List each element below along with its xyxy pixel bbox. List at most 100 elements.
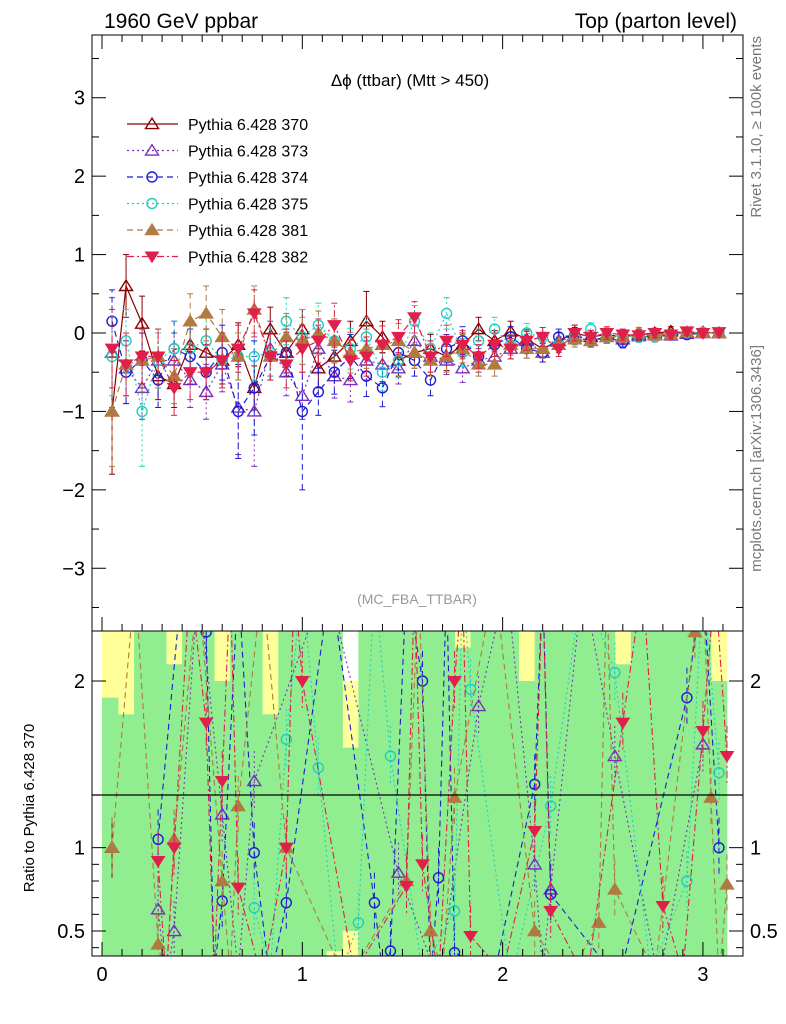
data-point [150,351,166,364]
x-tick-label: 2 [497,964,508,986]
data-point [342,372,359,386]
legend-marker [146,171,158,183]
ratio-point [607,882,623,895]
data-point [326,320,342,332]
ratio-point [166,842,182,855]
data-point [232,405,244,418]
ratio-point [246,773,263,787]
ratio-point [422,923,439,937]
ratio-series-layer [104,631,735,956]
ratio-point [526,857,543,870]
ratio-point [390,865,407,878]
data-point [471,351,486,364]
ratio-point [214,775,230,788]
ratio-ylabel: Ratio to Pythia 6.428 370 [21,724,38,892]
data-point [615,329,631,342]
ratio-point [166,923,182,937]
data-point [390,361,407,374]
legend-marker [144,251,160,264]
data-point [376,366,389,378]
data-point [487,339,503,352]
data-point [359,351,374,364]
ratio-point [150,937,166,950]
data-point [503,343,519,356]
ratio-point [526,923,543,937]
data-point [118,278,134,292]
data-point [328,366,341,378]
legend-entry: Pythia 6.428 373 [127,143,308,161]
ratio-series-line [111,631,728,956]
band-green [662,631,680,956]
data-point [104,404,120,417]
ratio-point [104,840,120,853]
data-point [663,329,679,342]
data-point [310,335,326,348]
ratio-point [448,946,461,956]
ratio-point [463,930,478,943]
data-point [168,342,180,355]
data-point [296,405,309,418]
ratio-point [200,631,212,638]
data-point [182,314,198,327]
data-point [246,404,263,417]
data-point [294,388,311,401]
ratio-point [447,675,462,688]
data-point [470,321,487,335]
ratio-point [280,896,292,909]
ratio-point [399,880,414,893]
data-point [278,359,294,372]
ratio-point [681,691,693,704]
data-point [248,382,260,394]
ratio-point [719,877,735,890]
data-point [519,335,535,348]
ratio-point [432,871,445,884]
ratio-point [464,683,477,696]
ratio-bands [102,631,728,956]
ratio-point [294,675,310,688]
band-green [582,631,600,956]
ratio-point [470,698,487,712]
ratio-point [446,790,463,803]
ratio-point [312,761,325,774]
ratio-point [415,859,430,872]
legend-marker [144,222,160,236]
ratio-point [352,916,365,929]
ratio-point [384,945,397,956]
data-point [551,343,567,356]
ratio-point [655,900,671,913]
ratio-y-tick-label-right: 2 [750,671,761,693]
ratio-point [448,905,461,917]
ratio-point [543,905,559,918]
data-point [454,361,471,374]
main-axis-ticks: −3 −2 −1 0 1 2 3 [62,35,743,631]
y-tick-label: 0 [74,323,85,345]
header-left: 1960 GeV ppbar [104,10,258,33]
legend-entry: Pythia 6.428 382 [127,250,308,267]
ratio-y-tick-label-right: 0.5 [750,921,778,943]
band-green [198,631,215,956]
band-green [550,631,568,956]
data-point [134,380,150,394]
side-label-mcplots: mcplots.cern.ch [arXiv:1306.3436] [748,345,765,572]
x-tick-label: 1 [297,964,308,986]
data-point [440,307,453,320]
data-point [104,343,120,356]
band-green [406,631,423,956]
ratio-point [230,798,246,812]
data-point [198,306,214,319]
band-green [134,631,151,956]
ratio-point [248,846,260,859]
legend-entry: Pythia 6.428 381 [127,222,308,240]
data-point [118,359,134,372]
data-point [166,382,182,395]
data-point [152,374,164,386]
data-point [423,351,438,364]
legend-label: Pythia 6.428 381 [188,223,308,240]
band-green [374,631,391,956]
y-tick-label: 1 [74,245,85,267]
legend-entry: Pythia 6.428 375 [127,197,308,214]
data-point [711,327,727,340]
ratio-point [198,717,214,730]
data-point [246,308,262,321]
x-tick-label: 3 [697,964,708,986]
